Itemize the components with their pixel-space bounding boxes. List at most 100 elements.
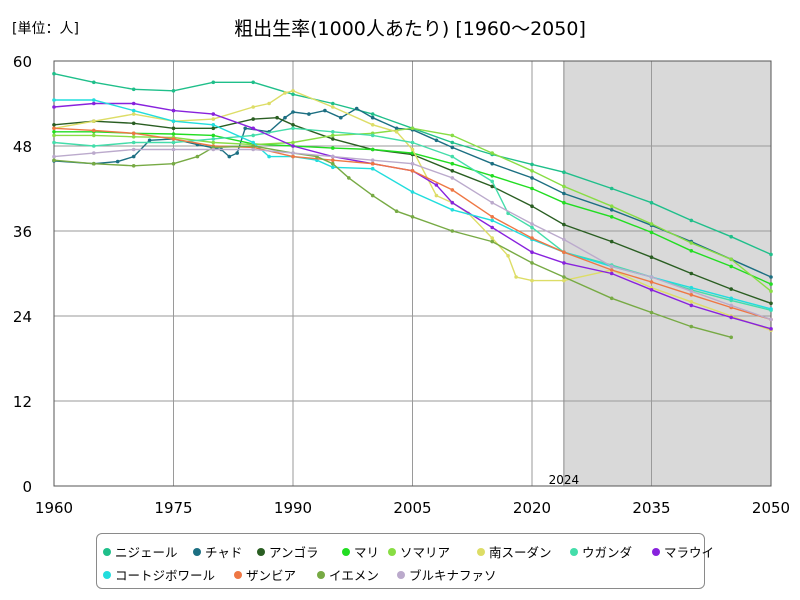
data-point	[562, 278, 566, 283]
data-point	[689, 218, 694, 223]
data-point	[769, 307, 773, 311]
data-point	[514, 275, 518, 279]
data-point	[450, 154, 455, 159]
data-point	[450, 200, 455, 205]
data-point	[530, 278, 534, 283]
data-point	[331, 105, 335, 109]
data-point	[370, 161, 375, 166]
data-point	[689, 241, 694, 245]
x-tick-label: 2020	[513, 499, 551, 517]
data-point	[171, 119, 176, 123]
data-point	[649, 288, 654, 292]
legend-item: マリ	[342, 542, 379, 561]
legend-item: ニジェール	[103, 542, 178, 561]
data-point	[52, 154, 56, 159]
data-point	[171, 89, 176, 93]
data-point	[235, 151, 239, 155]
data-point	[562, 237, 566, 242]
data-point	[370, 133, 375, 138]
data-point	[689, 289, 694, 294]
data-point	[689, 285, 694, 290]
series-line	[53, 145, 732, 338]
data-point	[370, 115, 375, 120]
data-point	[370, 158, 375, 162]
data-point	[211, 126, 216, 131]
data-point	[211, 123, 216, 127]
data-point	[649, 230, 654, 235]
data-point	[394, 130, 399, 134]
data-point	[171, 140, 176, 145]
chart-legend: ニジェール チャド アンゴラ マリ ソマリア 南スーダン ウガンダ マラウイ コートジボワール ザ…	[96, 533, 714, 589]
data-point	[131, 108, 136, 113]
data-point	[115, 159, 120, 164]
data-point	[689, 324, 694, 329]
data-point	[530, 250, 534, 254]
data-point	[729, 315, 733, 320]
projection-start-label: 2024	[549, 473, 580, 487]
data-point	[729, 303, 733, 308]
data-point	[354, 106, 359, 111]
data-point	[530, 225, 534, 230]
data-point	[649, 280, 654, 284]
data-point	[530, 236, 534, 240]
data-point	[562, 170, 566, 174]
legend-item: ソマリア	[388, 542, 450, 561]
data-point	[131, 112, 136, 116]
x-tick-label: 2005	[393, 499, 431, 517]
legend-label: イエメン	[329, 568, 379, 583]
data-point	[243, 126, 247, 131]
series-line	[53, 102, 772, 330]
data-point	[370, 112, 375, 116]
data-point	[131, 135, 136, 139]
data-point	[92, 128, 96, 133]
data-point	[769, 282, 773, 286]
data-point	[729, 296, 733, 301]
data-point	[131, 131, 136, 136]
data-point	[291, 110, 295, 114]
data-point	[609, 186, 614, 191]
data-point	[131, 87, 136, 92]
data-point	[323, 108, 327, 113]
data-point	[131, 147, 136, 152]
data-point	[251, 117, 255, 121]
legend-swatch	[397, 570, 405, 579]
data-point	[609, 204, 614, 208]
data-point	[649, 200, 654, 205]
data-point	[450, 176, 455, 180]
data-point	[52, 130, 56, 134]
data-point	[267, 154, 271, 159]
y-tick-label: 48	[13, 138, 32, 156]
data-point	[92, 161, 96, 166]
legend-swatch	[103, 547, 111, 556]
data-point	[331, 130, 335, 134]
legend-label: チャド	[205, 545, 243, 560]
data-point	[689, 293, 694, 297]
data-point	[562, 222, 566, 227]
data-point	[291, 92, 295, 97]
data-point	[331, 165, 335, 170]
data-point	[490, 174, 495, 178]
data-point	[331, 161, 335, 166]
data-point	[291, 126, 295, 131]
data-point	[450, 169, 455, 173]
data-point	[609, 264, 614, 269]
data-point	[251, 105, 255, 109]
data-point	[609, 239, 614, 244]
legend-item: ブルキナファソ	[397, 565, 497, 584]
data-point	[291, 144, 295, 148]
data-point	[291, 154, 295, 159]
legend-item: ザンビア	[234, 565, 296, 584]
data-point	[609, 296, 614, 301]
data-point	[291, 89, 295, 93]
data-point	[211, 140, 216, 145]
chart-title: 粗出生率(1000人あたり) [1960〜2050]	[234, 18, 586, 40]
data-point	[410, 147, 415, 152]
data-point	[251, 80, 255, 85]
data-point	[769, 327, 773, 331]
data-point	[211, 117, 216, 121]
data-point	[394, 209, 399, 213]
data-point	[490, 218, 495, 223]
y-tick-label: 12	[13, 393, 32, 411]
data-point	[52, 133, 56, 138]
y-tick-label: 24	[13, 308, 32, 326]
